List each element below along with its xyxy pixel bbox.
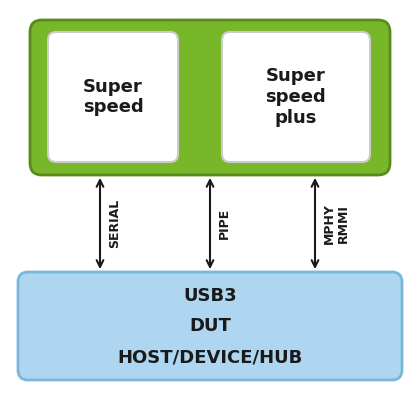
FancyBboxPatch shape xyxy=(30,20,390,175)
Text: MPHY: MPHY xyxy=(323,203,336,244)
FancyBboxPatch shape xyxy=(48,32,178,162)
Text: USB3: USB3 xyxy=(183,287,237,305)
Text: HOST/DEVICE/HUB: HOST/DEVICE/HUB xyxy=(117,349,303,367)
Text: DUT: DUT xyxy=(189,317,231,335)
Text: PIPE: PIPE xyxy=(218,208,231,239)
Text: RMMI: RMMI xyxy=(337,204,350,243)
Text: SERIAL: SERIAL xyxy=(108,199,121,248)
Text: Super
speed
plus: Super speed plus xyxy=(265,67,326,127)
FancyBboxPatch shape xyxy=(18,272,402,380)
Text: Super
speed: Super speed xyxy=(83,78,143,116)
FancyBboxPatch shape xyxy=(222,32,370,162)
